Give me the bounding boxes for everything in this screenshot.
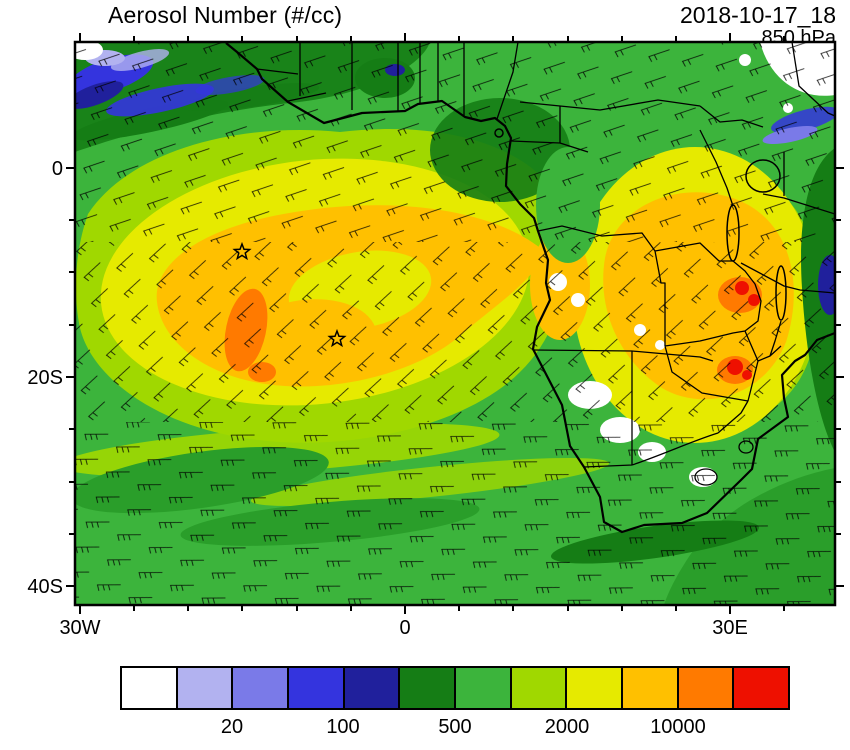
page-title: Aerosol Number (#/cc) [108,2,343,28]
map-plot: 0 20S 40S 30W 0 30E [27,33,844,639]
star-marker-1 [232,241,252,261]
colorbar-label-100: 100 [326,716,360,738]
colorbar-segment [734,668,789,708]
colorbar-segment [511,668,568,708]
x-tick-label-30w: 30W [59,617,100,639]
axis-ticks [66,33,844,614]
lakes [726,159,787,321]
colorbar-label-20: 20 [220,716,244,738]
colorbar-segment [177,668,234,708]
aerosol-shading [75,42,835,605]
y-tick-label-40s: 40S [27,576,63,598]
axis-labels: 0 20S 40S 30W 0 30E [27,158,747,639]
colorbar-segment [122,668,178,708]
colorbar-segment [623,668,679,708]
colorbar [120,666,790,710]
colorbar-label-500: 500 [438,716,472,738]
map-frame [73,40,837,607]
colorbar-label-10000: 10000 [650,716,706,738]
colorbar-segment [344,668,401,708]
colorbar-segment [678,668,735,708]
colorbar-segment [289,668,345,708]
colorbar-segment [567,668,624,708]
star-marker-2 [327,328,347,348]
coastline [225,42,835,534]
x-tick-label-30e: 30E [712,617,748,639]
y-tick-label-0: 0 [52,158,63,180]
x-tick-label-0: 0 [399,617,410,639]
colorbar-label-2000: 2000 [544,716,590,738]
y-tick-label-20s: 20S [27,367,63,389]
country-borders [256,42,835,486]
colorbar-segment [233,668,290,708]
wind-barbs-overlay [75,42,835,605]
datetime-label: 2018-10-17_18 [679,2,836,28]
colorbar-segment [456,668,512,708]
bioko-island [494,128,504,138]
colorbar-segment [400,668,457,708]
